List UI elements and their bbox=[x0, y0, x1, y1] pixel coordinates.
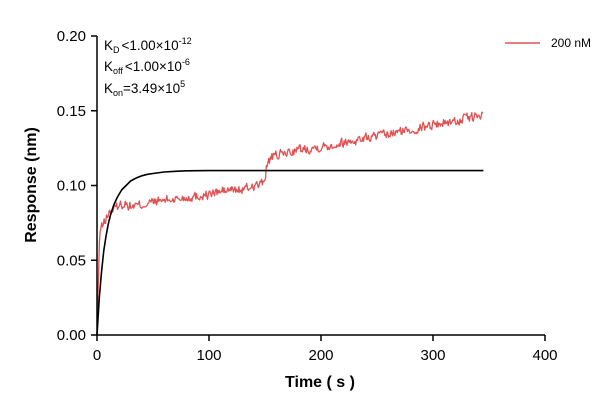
legend: 200 nM bbox=[505, 36, 591, 50]
x-tick-label: 100 bbox=[196, 347, 221, 364]
y-tick-label: 0.20 bbox=[57, 28, 86, 45]
x-axis-title: Time ( s ) bbox=[285, 374, 355, 391]
kinetic-constants: KD <1.00×10-12 Koff <1.00×10-6 Kon=3.49×10… bbox=[104, 36, 192, 98]
y-tick-label: 0.05 bbox=[57, 252, 86, 269]
x-tick-label: 200 bbox=[308, 347, 333, 364]
x-tick-label: 400 bbox=[532, 347, 557, 364]
axes: 0.00 0.05 0.10 0.15 0.20 0 100 200 300 400 bbox=[57, 28, 558, 364]
y-axis-title: Response (nm) bbox=[23, 127, 40, 243]
koff-annotation: Koff <1.00×10-6 bbox=[104, 57, 190, 76]
y-tick-label: 0.10 bbox=[57, 178, 86, 195]
kon-annotation: Kon=3.49×105 bbox=[104, 79, 185, 98]
kd-annotation: KD <1.00×10-12 bbox=[104, 36, 192, 55]
series-line-fit bbox=[96, 169, 484, 336]
y-tick-label: 0.15 bbox=[57, 103, 86, 120]
y-tick-label: 0.00 bbox=[57, 327, 86, 344]
legend-label-200nm: 200 nM bbox=[551, 36, 591, 50]
x-tick-label: 300 bbox=[420, 347, 445, 364]
series-line-200nm bbox=[96, 111, 484, 336]
x-tick-label: 0 bbox=[93, 347, 101, 364]
plot-marks bbox=[96, 111, 484, 336]
